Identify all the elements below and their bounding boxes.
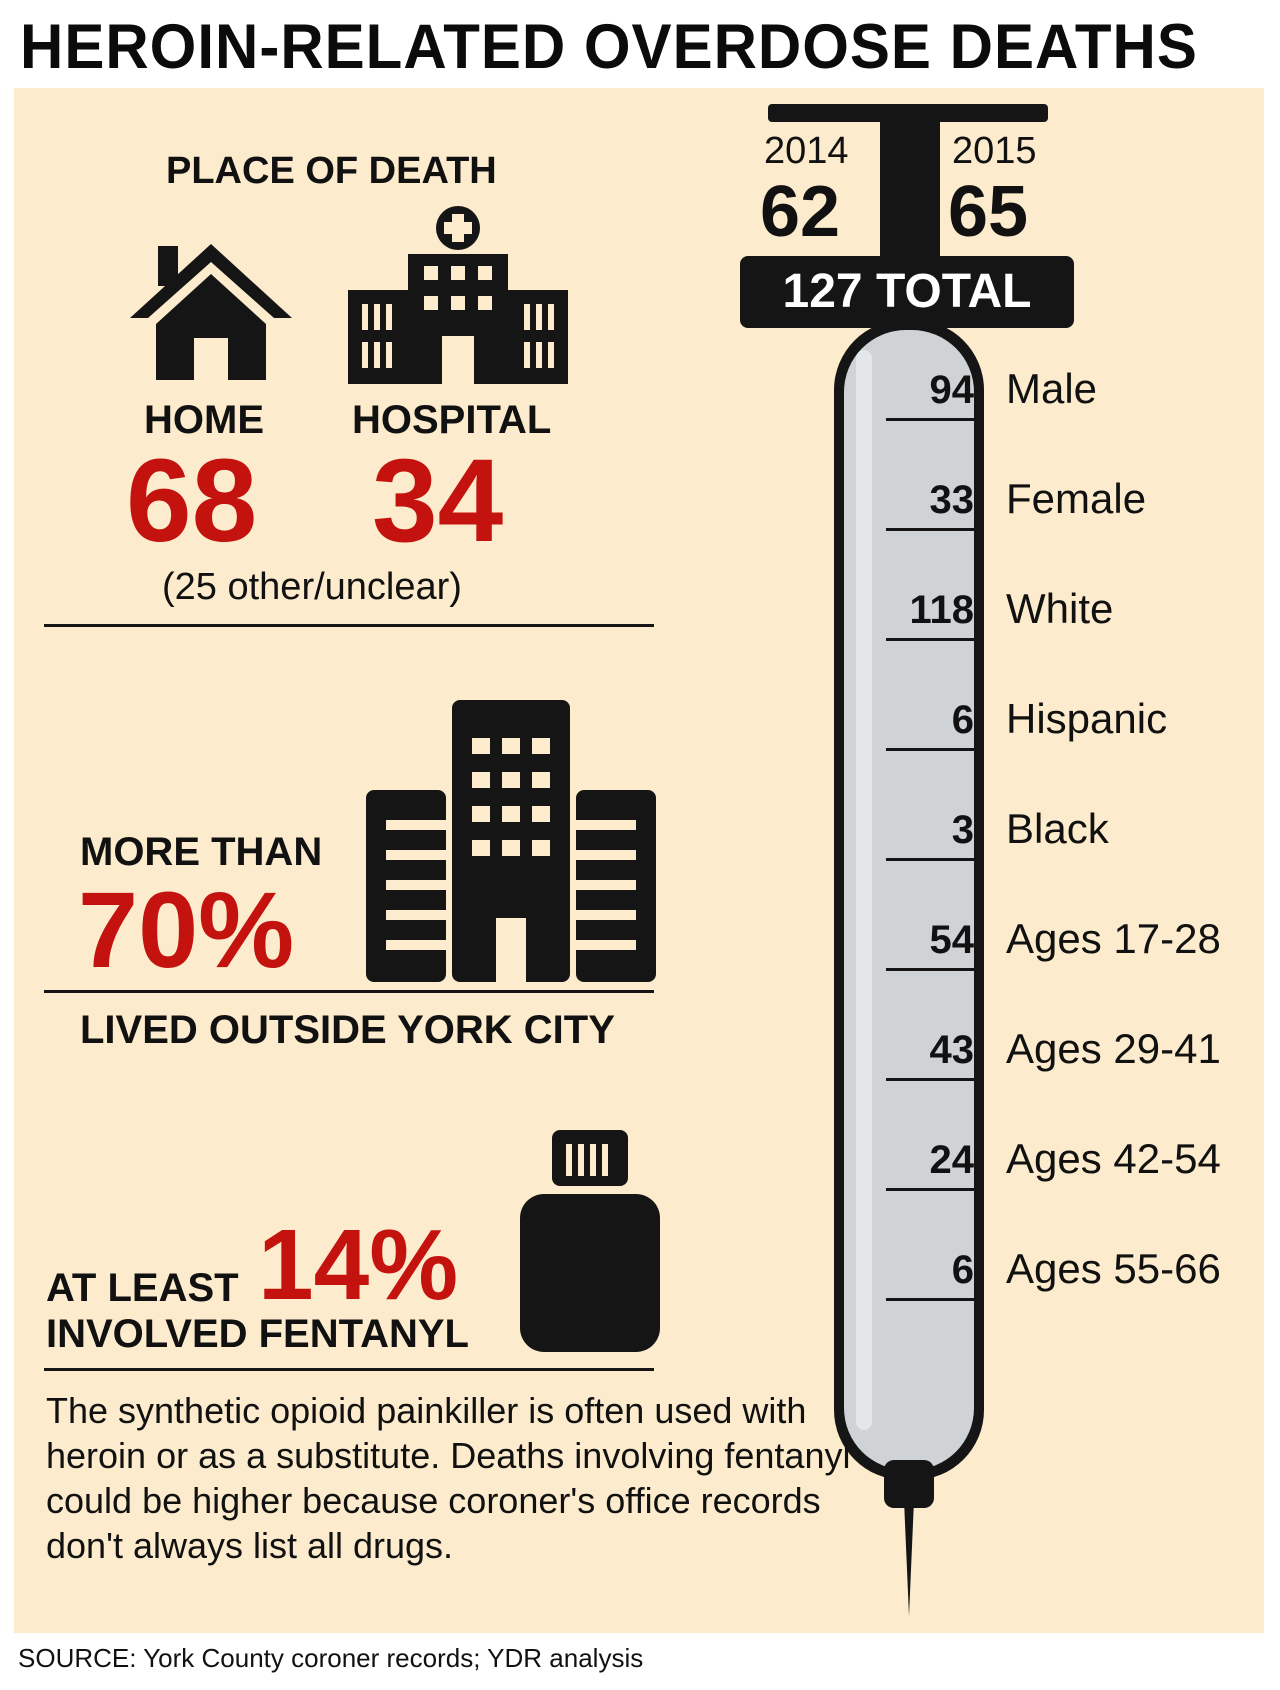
stat-tick-line <box>886 638 982 641</box>
divider-3 <box>44 1368 654 1371</box>
stat-value: 94 <box>929 368 975 412</box>
stat-value: 118 <box>909 588 974 632</box>
more-than-label: MORE THAN <box>80 830 323 874</box>
infographic-title: HEROIN-RELATED OVERDOSE DEATHS <box>20 11 1198 82</box>
stat-row: 43 Ages 29-41 <box>880 1025 1260 1086</box>
stat-label: Ages 17-28 <box>1006 915 1221 962</box>
stat-label: Ages 42-54 <box>1006 1135 1221 1182</box>
stat-label: Black <box>1006 805 1109 852</box>
pill-bottle-icon <box>520 1130 660 1352</box>
stat-label: Female <box>1006 475 1147 522</box>
fentanyl-caption: INVOLVED FENTANYL <box>46 1312 469 1356</box>
stat-tick-line <box>886 968 982 971</box>
stat-value: 43 <box>929 1028 975 1072</box>
stat-tick-line <box>886 1078 982 1081</box>
year-2015-label: 2015 <box>952 130 1037 172</box>
stat-label: Ages 55-66 <box>1006 1245 1221 1292</box>
divider-2 <box>44 990 654 993</box>
home-label: HOME <box>144 398 264 442</box>
stat-row: 6 Hispanic <box>880 695 1260 756</box>
outside-city-caption: LIVED OUTSIDE YORK CITY <box>80 1008 615 1052</box>
fentanyl-percent: 14% <box>258 1209 459 1321</box>
stat-tick-line <box>886 1298 982 1301</box>
at-least-label: AT LEAST <box>46 1266 239 1310</box>
year-2015-value: 65 <box>948 172 1029 252</box>
total-label: 127 TOTAL <box>782 265 1032 318</box>
hospital-value: 34 <box>372 435 504 567</box>
stat-tick-line <box>886 1188 982 1191</box>
hospital-label: HOSPITAL <box>352 398 552 442</box>
stat-label: Male <box>1006 365 1098 412</box>
year-2014-label: 2014 <box>764 130 849 172</box>
total-label-box <box>740 256 1074 328</box>
source-line: SOURCE: York County coroner records; YDR… <box>18 1643 644 1673</box>
stat-value: 24 <box>929 1138 975 1182</box>
stat-label: Hispanic <box>1006 695 1168 742</box>
stat-label: White <box>1006 585 1114 632</box>
stat-value: 6 <box>951 698 974 742</box>
hospital-icon <box>348 206 568 384</box>
stat-tick-line <box>886 748 982 751</box>
syringe-icon <box>768 104 1048 1616</box>
stat-row: 54 Ages 17-28 <box>880 915 1260 976</box>
stat-row: 94 Male <box>880 365 1260 426</box>
divider-1 <box>44 624 654 627</box>
other-unclear-note: (25 other/unclear) <box>162 566 462 608</box>
year-2014-value: 62 <box>760 172 841 252</box>
buildings-icon <box>366 700 656 982</box>
stat-tick-line <box>886 528 982 531</box>
stat-label: Ages 29-41 <box>1006 1025 1221 1072</box>
house-icon <box>130 244 292 380</box>
stat-value: 6 <box>951 1248 974 1292</box>
stat-value: 33 <box>929 478 975 522</box>
place-of-death-heading: PLACE OF DEATH <box>166 150 497 192</box>
stat-value: 3 <box>951 808 974 852</box>
stat-row: 24 Ages 42-54 <box>880 1135 1260 1196</box>
stat-row: 118 White <box>880 585 1260 646</box>
stat-value: 54 <box>929 918 975 962</box>
outside-city-percent: 70% <box>78 869 295 990</box>
stat-tick-line <box>886 418 982 421</box>
fentanyl-description: The synthetic opioid painkiller is often… <box>46 1390 851 1566</box>
stat-row: 3 Black <box>880 805 1260 866</box>
stat-row: 6 Ages 55-66 <box>880 1245 1260 1306</box>
stat-tick-line <box>886 858 982 861</box>
home-value: 68 <box>126 435 258 567</box>
stat-row: 33 Female <box>880 475 1260 536</box>
